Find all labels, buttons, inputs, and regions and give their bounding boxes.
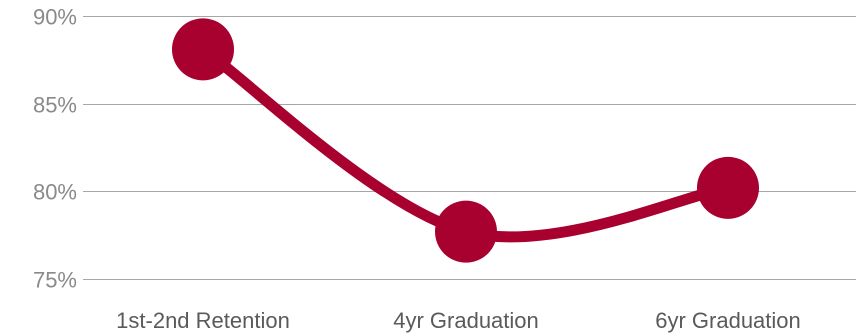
data-point-marker (435, 200, 497, 263)
data-point-marker (697, 156, 759, 219)
y-tick-label: 80% (33, 180, 77, 205)
data-point-marker (172, 18, 234, 81)
x-axis-categories: 1st-2nd Retention 4yr Graduation 6yr Gradu… (116, 308, 801, 333)
series-layer (172, 18, 759, 263)
x-category-label: 6yr Graduation (655, 308, 801, 333)
y-axis-ticks: 90% 85% 80% 75% (33, 5, 77, 293)
x-category-label: 1st-2nd Retention (116, 308, 290, 333)
gridlines (83, 16, 856, 280)
y-tick-label: 75% (33, 268, 77, 293)
y-tick-label: 90% (33, 5, 77, 30)
y-tick-label: 85% (33, 93, 77, 118)
x-category-label: 4yr Graduation (393, 308, 539, 333)
